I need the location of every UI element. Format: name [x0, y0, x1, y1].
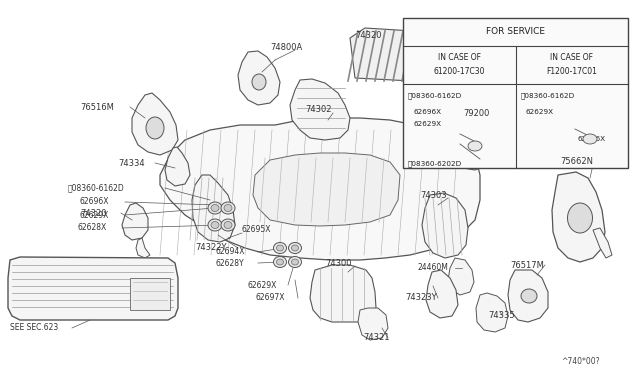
- Text: 62696X: 62696X: [80, 198, 109, 206]
- Ellipse shape: [276, 259, 284, 265]
- Text: 62628X: 62628X: [78, 224, 108, 232]
- Ellipse shape: [224, 205, 232, 212]
- Ellipse shape: [583, 134, 597, 144]
- Text: 74303: 74303: [420, 190, 447, 199]
- Text: 62695X: 62695X: [242, 225, 271, 234]
- Text: IN CASE OF: IN CASE OF: [438, 54, 481, 62]
- Polygon shape: [552, 172, 605, 262]
- Polygon shape: [452, 118, 494, 170]
- Ellipse shape: [208, 202, 222, 214]
- Text: SEE SEC.623: SEE SEC.623: [10, 324, 58, 333]
- Text: Ⓜ08360-6162D: Ⓜ08360-6162D: [408, 93, 462, 99]
- Ellipse shape: [224, 221, 232, 228]
- Ellipse shape: [211, 221, 219, 228]
- Ellipse shape: [291, 245, 298, 251]
- Text: 62628Y: 62628Y: [215, 259, 244, 267]
- Text: 24460M: 24460M: [418, 263, 449, 273]
- Polygon shape: [350, 28, 455, 83]
- Polygon shape: [426, 270, 458, 318]
- Polygon shape: [253, 153, 400, 226]
- Polygon shape: [422, 193, 468, 258]
- Ellipse shape: [289, 243, 301, 253]
- Text: 74302: 74302: [305, 106, 332, 115]
- Ellipse shape: [276, 245, 284, 251]
- Text: 62629X: 62629X: [413, 121, 441, 127]
- Text: 62694X: 62694X: [215, 247, 244, 257]
- Polygon shape: [358, 308, 388, 340]
- Polygon shape: [476, 293, 508, 332]
- Ellipse shape: [211, 205, 219, 212]
- Ellipse shape: [468, 141, 482, 151]
- Text: FOR SERVICE: FOR SERVICE: [486, 28, 545, 36]
- Ellipse shape: [291, 259, 298, 265]
- Text: 74323Y: 74323Y: [405, 294, 436, 302]
- Ellipse shape: [221, 202, 235, 214]
- Ellipse shape: [289, 257, 301, 267]
- Text: 62629X: 62629X: [525, 109, 554, 115]
- Text: 62629X: 62629X: [80, 211, 109, 219]
- Text: 74321: 74321: [363, 334, 390, 343]
- Polygon shape: [122, 203, 148, 240]
- Text: 76517M: 76517M: [510, 260, 544, 269]
- Ellipse shape: [252, 74, 266, 90]
- Text: Ⓜ08360-6162D: Ⓜ08360-6162D: [68, 183, 125, 192]
- Polygon shape: [593, 228, 612, 258]
- Polygon shape: [130, 278, 170, 310]
- Text: 74320: 74320: [355, 31, 381, 39]
- Text: F1200-17C01: F1200-17C01: [547, 67, 597, 76]
- Polygon shape: [160, 118, 480, 260]
- Polygon shape: [192, 175, 235, 242]
- Ellipse shape: [208, 219, 222, 231]
- Polygon shape: [165, 147, 190, 186]
- Text: 61200-17C30: 61200-17C30: [433, 67, 485, 76]
- Text: 75662N: 75662N: [560, 157, 593, 167]
- Text: 74322Y: 74322Y: [195, 244, 227, 253]
- Text: IN CASE OF: IN CASE OF: [550, 54, 593, 62]
- Text: ^740*00?: ^740*00?: [561, 357, 600, 366]
- Ellipse shape: [221, 219, 235, 231]
- Polygon shape: [448, 258, 474, 295]
- Ellipse shape: [273, 243, 287, 253]
- Ellipse shape: [521, 289, 537, 303]
- Polygon shape: [238, 51, 280, 105]
- Ellipse shape: [568, 203, 593, 233]
- Polygon shape: [8, 257, 178, 320]
- Text: 76516M: 76516M: [80, 103, 114, 112]
- Polygon shape: [310, 265, 376, 322]
- Polygon shape: [508, 270, 548, 322]
- Text: 79200: 79200: [463, 109, 490, 118]
- Text: 74800A: 74800A: [270, 42, 302, 51]
- Text: 62629X: 62629X: [248, 280, 277, 289]
- Text: 74300: 74300: [325, 259, 351, 267]
- Text: 74335: 74335: [488, 311, 515, 320]
- Text: Ⓜ08360-6162D: Ⓜ08360-6162D: [520, 93, 575, 99]
- Text: 62697X: 62697X: [255, 294, 285, 302]
- Text: 74320: 74320: [80, 208, 106, 218]
- Polygon shape: [132, 93, 178, 155]
- Text: 62696X: 62696X: [413, 109, 441, 115]
- Polygon shape: [290, 79, 350, 140]
- Polygon shape: [136, 238, 150, 258]
- Text: Ⓜ08360-6202D: Ⓜ08360-6202D: [408, 161, 462, 167]
- Polygon shape: [403, 18, 628, 168]
- Ellipse shape: [273, 257, 287, 267]
- Text: 74334: 74334: [118, 158, 145, 167]
- Text: 62696X: 62696X: [578, 136, 606, 142]
- Ellipse shape: [146, 117, 164, 139]
